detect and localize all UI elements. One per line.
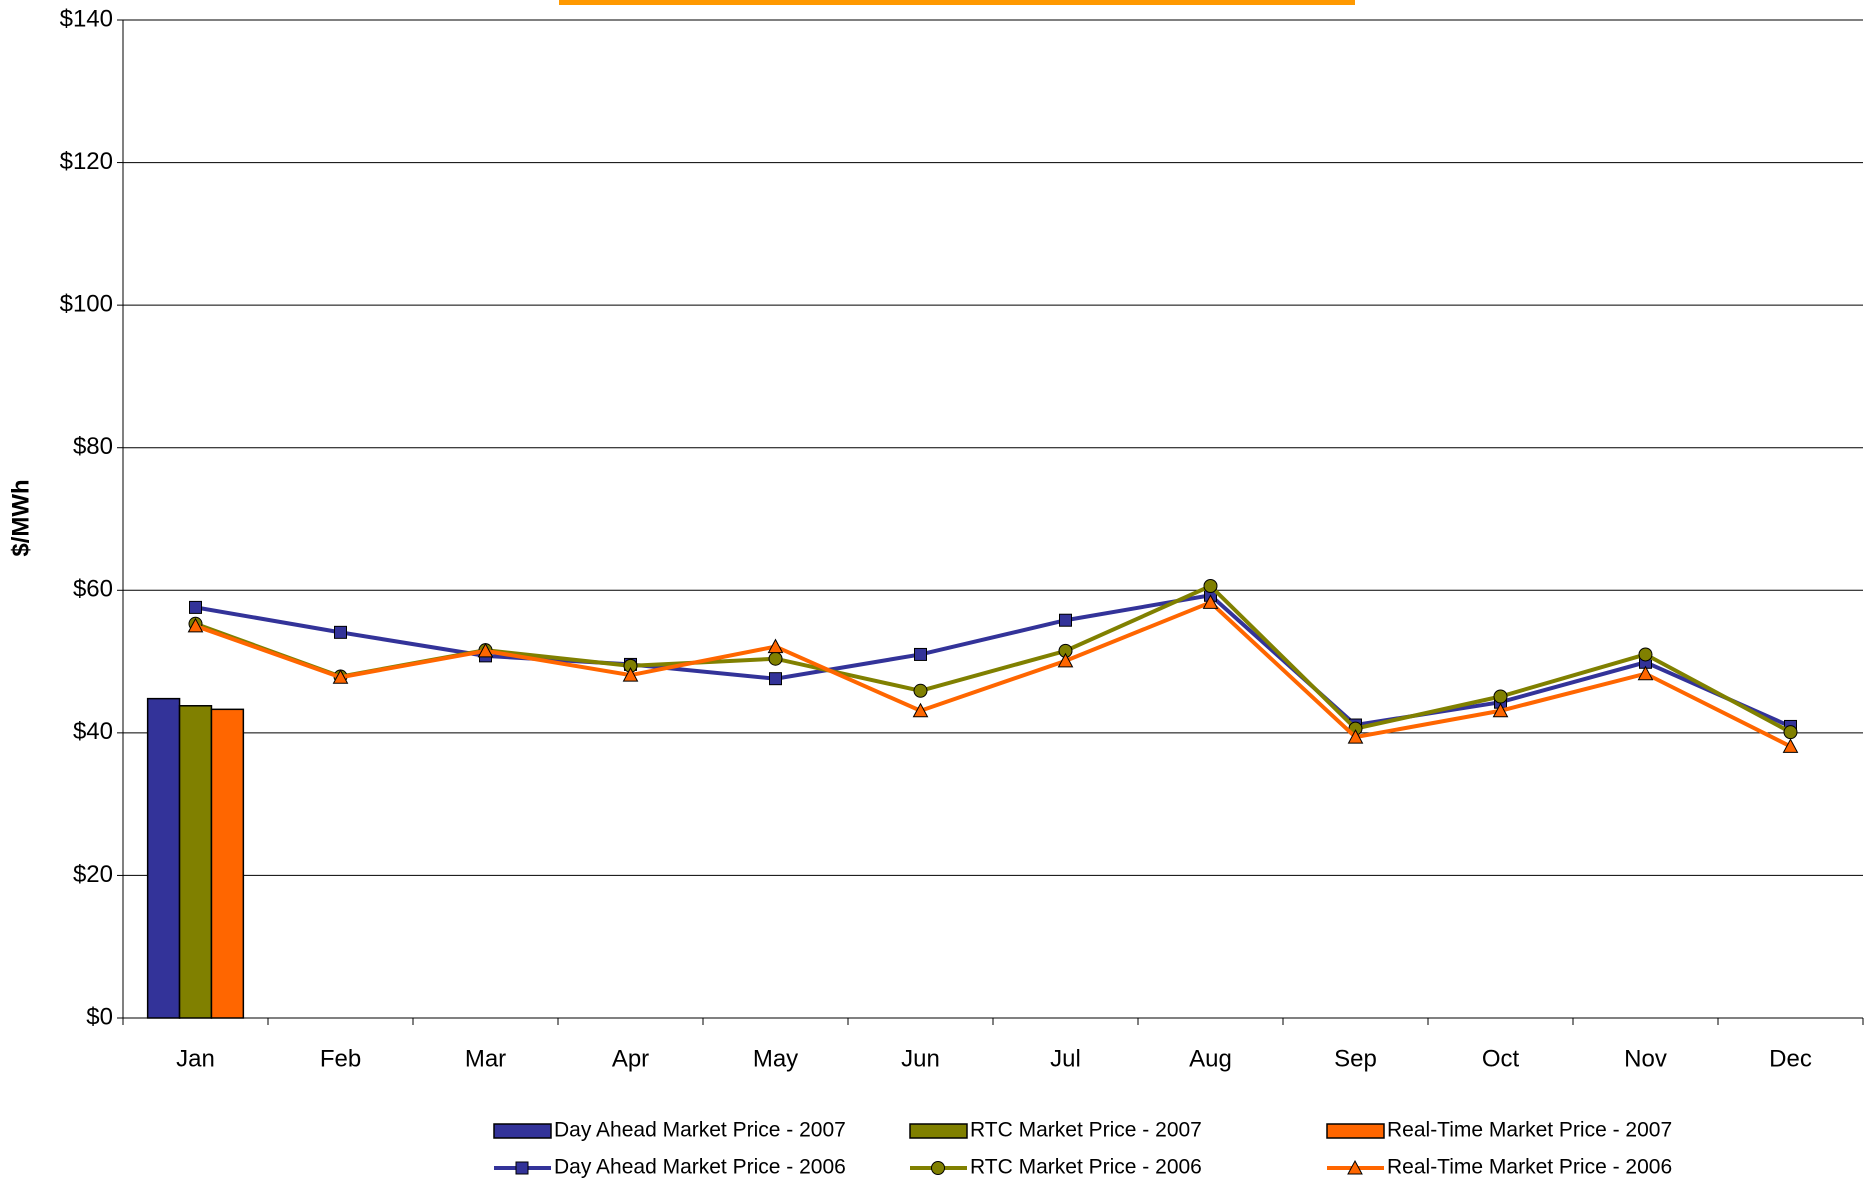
y-tick-label: $80 [73, 433, 113, 460]
legend-label: RTC Market Price - 2006 [970, 1156, 1202, 1179]
x-tick-label: Sep [1334, 1045, 1377, 1072]
marker [622, 667, 639, 682]
marker [332, 669, 349, 684]
marker [1057, 652, 1074, 668]
x-tick-label: Aug [1189, 1045, 1232, 1072]
x-tick-label: Jul [1050, 1045, 1081, 1072]
bar [210, 708, 245, 1019]
marker [1203, 579, 1218, 594]
x-tick-label: Nov [1624, 1045, 1667, 1072]
marker [1202, 594, 1219, 609]
legend-marker [515, 1161, 529, 1175]
y-axis-label: $/MWh [7, 479, 34, 556]
bar [178, 705, 213, 1019]
y-tick-label: $0 [86, 1003, 113, 1030]
line [195, 593, 1792, 729]
legend-swatch [909, 1123, 968, 1139]
x-tick-label: Mar [465, 1045, 506, 1072]
marker [1347, 729, 1364, 744]
marker [912, 702, 929, 718]
legend-marker [931, 1161, 945, 1175]
y-tick-label: $40 [73, 718, 113, 745]
marker [189, 600, 202, 614]
y-tick-label: $100 [60, 290, 113, 317]
legend-marker [1347, 1159, 1363, 1175]
legend-label: RTC Market Price - 2007 [970, 1119, 1202, 1142]
marker [1059, 613, 1072, 627]
x-tick-label: Apr [612, 1045, 649, 1072]
x-tick-label: May [753, 1045, 798, 1072]
x-tick-label: Dec [1769, 1045, 1812, 1072]
marker [1783, 725, 1798, 740]
marker [914, 647, 927, 661]
y-tick-label: $120 [60, 148, 113, 175]
marker [769, 672, 782, 686]
marker [477, 642, 494, 658]
x-tick-label: Feb [320, 1045, 361, 1072]
marker [1637, 665, 1654, 681]
title-bar [559, 0, 1355, 5]
line [194, 600, 1792, 749]
marker [1782, 738, 1799, 753]
x-tick-label: Jun [901, 1045, 940, 1072]
legend-label: Real-Time Market Price - 2006 [1387, 1156, 1672, 1179]
legend-swatch [493, 1123, 552, 1139]
x-tick-label: Jan [176, 1045, 215, 1072]
marker [334, 625, 347, 639]
y-tick-label: $140 [60, 5, 113, 32]
marker [767, 638, 784, 654]
legend-swatch [1326, 1123, 1385, 1139]
marker [913, 683, 928, 698]
legend-label: Day Ahead Market Price - 2006 [554, 1156, 846, 1179]
legend-label: Real-Time Market Price - 2007 [1387, 1119, 1672, 1142]
marker [187, 617, 204, 633]
bar [146, 697, 181, 1019]
marker [1638, 647, 1653, 662]
legend-label: Day Ahead Market Price - 2007 [554, 1119, 846, 1142]
y-tick-label: $20 [73, 861, 113, 888]
marker [768, 651, 783, 666]
x-tick-label: Oct [1482, 1045, 1520, 1072]
y-tick-label: $60 [73, 576, 113, 603]
marker [1493, 689, 1508, 704]
marker [1492, 702, 1509, 718]
